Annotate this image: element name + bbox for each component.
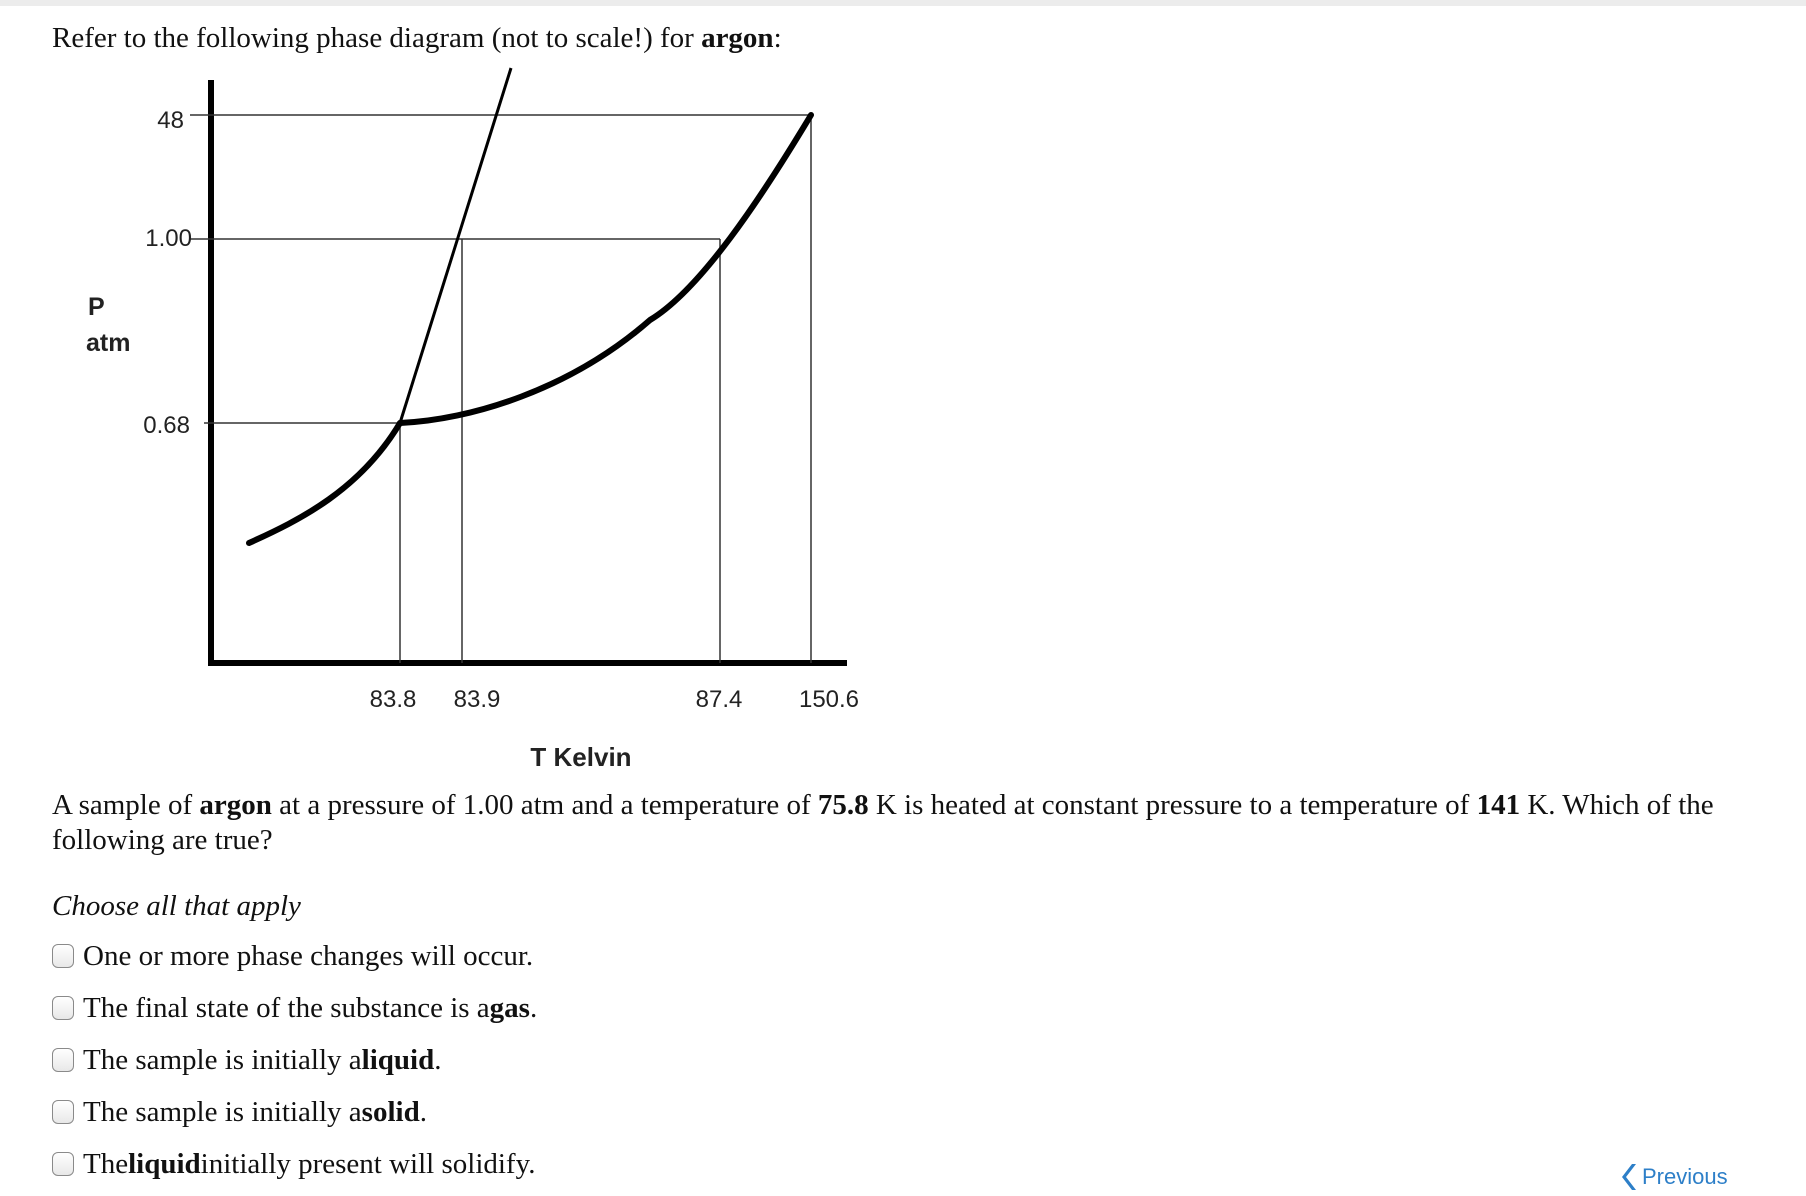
option-phase-changes[interactable]: One or more phase changes will occur.: [52, 938, 533, 974]
checkbox[interactable]: [52, 944, 74, 968]
y-axis-label-atm: atm: [86, 329, 130, 357]
y-axis-label-p: P: [88, 293, 105, 321]
x-tick-83-9: 83.9: [454, 686, 501, 713]
previous-button[interactable]: Previous: [1622, 1162, 1728, 1192]
option-initially-liquid[interactable]: The sample is initially a liquid.: [52, 1042, 441, 1078]
option-initially-solid[interactable]: The sample is initially a solid.: [52, 1094, 427, 1130]
x-axis-label: T Kelvin: [530, 742, 631, 772]
checkbox[interactable]: [52, 996, 74, 1020]
sublimation-curve: [246, 420, 403, 546]
option-liquid-solidify[interactable]: The liquid initially present will solidi…: [52, 1146, 535, 1182]
checkbox[interactable]: [52, 1100, 74, 1124]
intro-substance: argon: [701, 22, 774, 54]
y-tick-0-68: 0.68: [143, 412, 190, 439]
x-tick-83-8: 83.8: [370, 686, 417, 713]
checkbox[interactable]: [52, 1152, 74, 1176]
top-bar: [0, 0, 1806, 6]
choose-all-label: Choose all that apply: [52, 890, 301, 922]
question-text: A sample of argon at a pressure of 1.00 …: [52, 789, 1714, 856]
option-final-gas[interactable]: The final state of the substance is a ga…: [52, 990, 537, 1026]
melting-curve: [398, 67, 513, 424]
checkbox[interactable]: [52, 1048, 74, 1072]
x-tick-150-6: 150.6: [799, 686, 859, 713]
intro-text: Refer to the following phase diagram (no…: [52, 22, 782, 54]
y-tick-48: 48: [157, 107, 184, 134]
previous-label: Previous: [1642, 1164, 1728, 1189]
phase-diagram: 48 1.00 0.68 P atm 83.8 83.9 87.4 150.6 …: [86, 67, 859, 772]
y-tick-1-00: 1.00: [145, 225, 192, 252]
x-tick-87-4: 87.4: [696, 686, 743, 713]
vaporization-curve: [397, 112, 814, 426]
chevron-left-icon: [1622, 1164, 1636, 1190]
